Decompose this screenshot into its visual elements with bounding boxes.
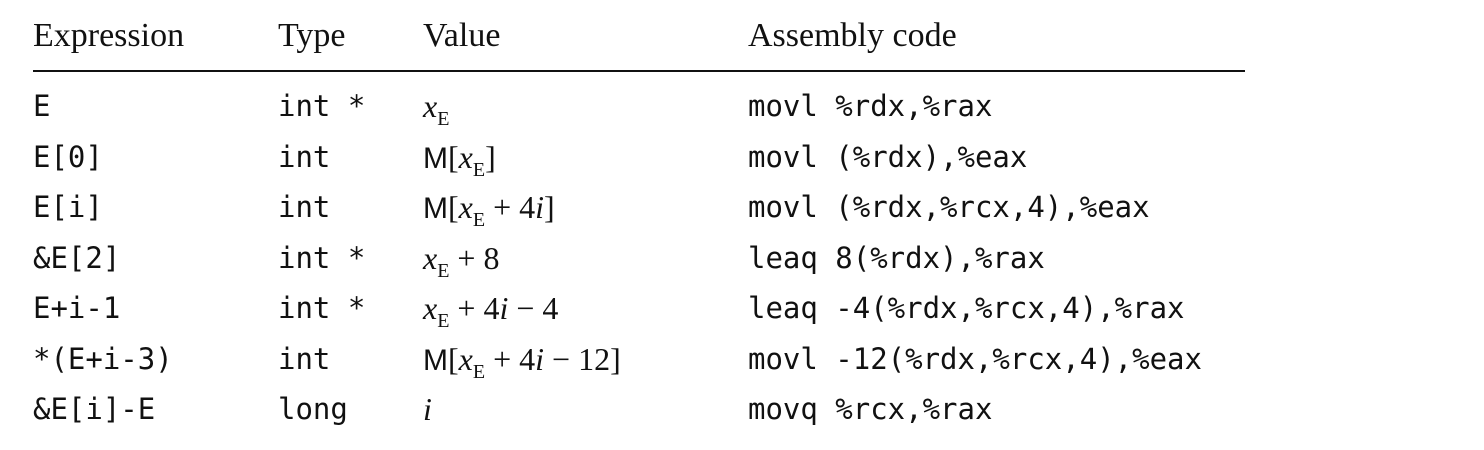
expression-cell: &E[i]-E: [33, 392, 156, 426]
type-cell: int: [278, 341, 331, 376]
assembly-cell: movl -12(%rdx,%rcx,4),%eax: [748, 341, 1202, 376]
type-cell: int: [278, 139, 331, 174]
assembly-cell: leaq 8(%rdx),%rax: [748, 240, 1045, 275]
table-row: E[i] int M[xE + 4i] movl (%rdx,%rcx,4),%eax: [33, 185, 1245, 231]
assembly-cell: movl (%rdx),%eax: [748, 139, 1028, 174]
value-cell: M[xE]: [423, 138, 496, 181]
expression-cell: E: [33, 89, 51, 123]
value-cell: i: [423, 391, 432, 427]
header-value: Value: [423, 17, 501, 54]
expression-cell: *(E+i-3): [33, 341, 173, 376]
header-assembly-code: Assembly code: [748, 17, 957, 54]
expression-cell: E[0]: [33, 139, 103, 174]
type-cell: int: [278, 190, 331, 224]
table-row: &E[2] int * xE + 8 leaq 8(%rdx),%rax: [33, 236, 1245, 282]
table-row: E[0] int M[xE] movl (%rdx),%eax: [33, 135, 1245, 181]
value-cell: xE + 4i − 4: [423, 290, 559, 332]
value-cell: xE: [423, 88, 450, 130]
expression-cell: E[i]: [33, 190, 103, 224]
assembly-cell: movq %rcx,%rax: [748, 392, 993, 426]
assembly-cell: movl (%rdx,%rcx,4),%eax: [748, 190, 1150, 224]
table-row: &E[i]-E long i movq %rcx,%rax: [33, 387, 1245, 431]
value-cell: M[xE + 4i]: [423, 189, 555, 231]
type-cell: int *: [278, 291, 366, 325]
value-cell: M[xE + 4i − 12]: [423, 340, 621, 383]
table-row: E+i-1 int * xE + 4i − 4 leaq -4(%rdx,%rcx,4…: [33, 286, 1245, 332]
header-type: Type: [278, 17, 346, 54]
table-header: Expression Type Value Assembly code: [33, 17, 1245, 61]
header-expression: Expression: [33, 17, 185, 54]
type-cell: int *: [278, 89, 366, 123]
type-cell: int *: [278, 240, 366, 275]
header-rule: [33, 70, 1245, 72]
assembly-cell: leaq -4(%rdx,%rcx,4),%rax: [748, 291, 1185, 325]
value-cell: xE + 8: [423, 239, 500, 282]
table-row: *(E+i-3) int M[xE + 4i − 12] movl -12(%rdx,…: [33, 337, 1245, 383]
assembly-cell: movl %rdx,%rax: [748, 89, 993, 123]
expression-cell: E+i-1: [33, 291, 121, 325]
expression-cell: &E[2]: [33, 240, 121, 275]
type-cell: long: [278, 392, 348, 426]
